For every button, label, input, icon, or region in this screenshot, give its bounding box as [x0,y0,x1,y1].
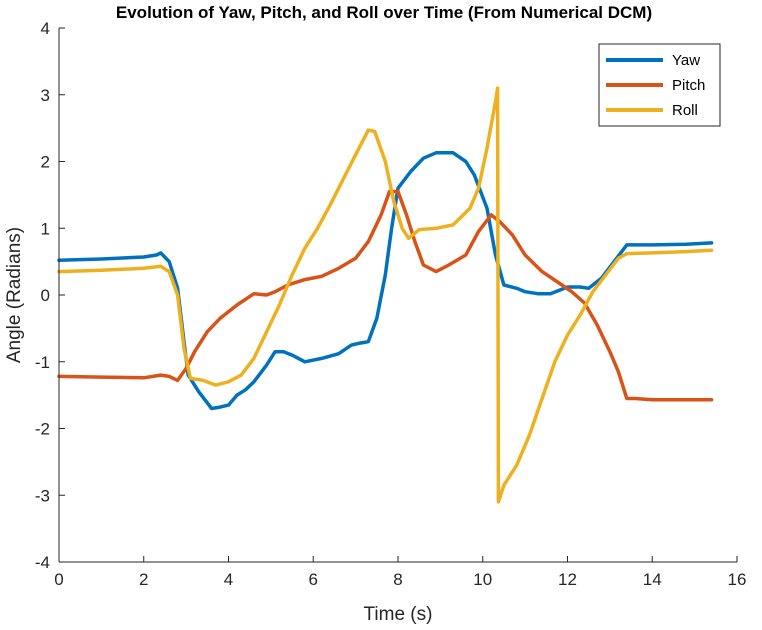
y-tick-label: 0 [41,286,50,305]
series-line-yaw [57,151,714,411]
x-tick-label: 10 [473,570,492,589]
x-tick-label: 16 [728,570,747,589]
y-tick-label: -2 [35,420,50,439]
y-tick-label: 4 [41,19,50,38]
y-tick-label: -1 [35,353,50,372]
legend-entries: Yaw Pitch Roll [606,52,705,119]
legend-label-pitch: Pitch [672,77,705,94]
x-tick-label: 8 [393,570,402,589]
x-axis-label: Time (s) [364,604,433,625]
x-tick-label: 4 [224,570,233,589]
y-tick-label: 3 [41,86,50,105]
y-tick-label: -3 [35,486,50,505]
y-tick-label: -4 [35,553,50,572]
y-axis-label: Angle (Radians) [4,227,25,363]
x-ticks: 0 2 4 6 8 10 12 14 16 [54,556,746,589]
y-tick-label: 1 [41,219,50,238]
series-line-pitch [57,189,714,402]
series-line-roll [57,86,714,504]
legend-label-yaw: Yaw [672,52,700,69]
series-layer [57,86,714,504]
x-tick-label: 12 [558,570,577,589]
x-tick-label: 6 [309,570,318,589]
y-tick-label: 2 [41,153,50,172]
x-tick-label: 2 [139,570,148,589]
x-tick-label: 14 [643,570,662,589]
legend: Yaw Pitch Roll [598,43,721,127]
legend-label-roll: Roll [672,102,698,119]
x-tick-label: 0 [54,570,63,589]
y-ticks: -4 -3 -2 -1 0 1 2 3 4 [35,19,65,572]
chart-title: Evolution of Yaw, Pitch, and Roll over T… [116,3,652,22]
